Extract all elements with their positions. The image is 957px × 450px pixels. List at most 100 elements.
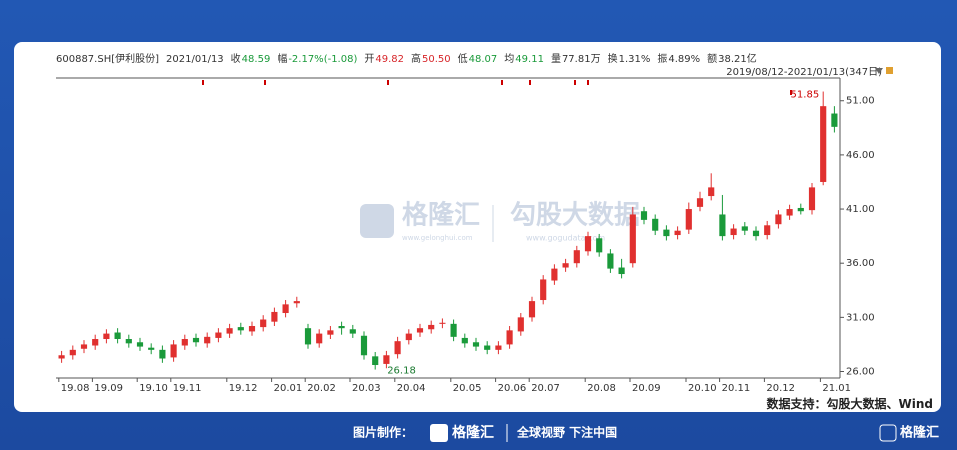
candle-body xyxy=(304,328,312,345)
candle-body xyxy=(797,207,804,212)
header-value: 48.07 xyxy=(468,54,498,65)
candle-body xyxy=(226,328,233,334)
x-tick-label: 20.08 xyxy=(587,383,616,394)
candle-body xyxy=(808,187,816,211)
candle-body xyxy=(338,326,345,329)
candle-body xyxy=(629,214,636,264)
slogan: 全球视野 下注中国 xyxy=(516,425,617,440)
x-tick-label: 20.07 xyxy=(531,383,560,394)
candle-body xyxy=(360,335,368,356)
candle-body xyxy=(663,229,670,237)
x-tick-label: 20.12 xyxy=(766,383,795,394)
low-label: 26.18 xyxy=(387,366,416,377)
candle-body xyxy=(125,339,132,344)
x-tick-label: 19.09 xyxy=(94,383,123,394)
x-tick-label: 19.08 xyxy=(61,383,90,394)
header-label: 2021/01/13 xyxy=(166,54,224,65)
candle-body xyxy=(316,333,323,344)
candle-body xyxy=(461,337,468,344)
candle-body xyxy=(405,333,412,341)
candle-body xyxy=(775,214,782,225)
range-label: 2019/08/12-2021/01/13(347日) xyxy=(726,67,882,78)
candle-body xyxy=(528,301,536,318)
candle-body xyxy=(170,344,177,358)
footer-bar: 图片制作： 格隆汇 全球视野 下注中国 格隆汇 xyxy=(353,424,939,442)
candle-body xyxy=(596,238,603,253)
y-tick-label: 46.00 xyxy=(846,150,875,161)
candle-body xyxy=(685,209,692,230)
candle-body xyxy=(394,341,401,355)
candle-body xyxy=(372,356,379,366)
wm-data-url: www.gogudata.com xyxy=(526,234,605,243)
header-value: 1.31% xyxy=(618,54,651,65)
y-tick-label: 31.00 xyxy=(846,312,875,323)
header-label: 量 xyxy=(550,54,561,65)
header-label: 低 xyxy=(457,54,468,65)
candle-body xyxy=(136,342,144,347)
footer-brand: 格隆汇 xyxy=(452,424,494,441)
y-tick-label: 41.00 xyxy=(846,204,875,215)
header-label: 收 xyxy=(230,54,241,65)
header-label: 600887.SH[伊利股份] xyxy=(56,54,160,65)
header-label: 均 xyxy=(504,54,515,65)
x-tick-label: 20.02 xyxy=(307,383,336,394)
candle-body xyxy=(260,319,267,328)
candle-body xyxy=(562,263,569,268)
candle-body xyxy=(248,326,256,332)
wm-brand-url: www.gelonghui.com xyxy=(402,234,473,242)
candle-body xyxy=(551,268,558,281)
candle-body xyxy=(237,327,244,331)
candle-body xyxy=(92,339,99,346)
candle-body xyxy=(719,214,726,237)
x-tick-label: 21.01 xyxy=(822,383,851,394)
panel xyxy=(14,42,941,412)
header-value: 77.81万 xyxy=(561,54,601,65)
candle-body xyxy=(652,218,659,231)
candle-body xyxy=(640,211,648,220)
header-label: 开 xyxy=(364,54,375,65)
y-tick-label: 26.00 xyxy=(846,367,875,378)
candle-body xyxy=(80,344,88,349)
candle-body xyxy=(327,330,334,335)
candle-body xyxy=(730,228,737,236)
candle-body xyxy=(820,106,827,182)
candle-body xyxy=(114,332,121,340)
x-tick-label: 20.11 xyxy=(722,383,751,394)
candle-body xyxy=(192,337,200,343)
footer-logo xyxy=(430,424,448,442)
x-tick-label: 19.12 xyxy=(229,383,258,394)
candle-body xyxy=(204,336,211,344)
made-by: 图片制作： xyxy=(353,425,413,440)
candle-body xyxy=(439,322,446,324)
candle-body xyxy=(428,324,435,330)
candle-body xyxy=(58,355,65,359)
candle-body xyxy=(584,236,592,252)
candle-body xyxy=(103,333,110,340)
candle-body xyxy=(416,328,424,333)
candle-body xyxy=(271,311,278,322)
candle-body xyxy=(741,226,748,231)
candle-body xyxy=(696,198,704,207)
x-tick-label: 20.05 xyxy=(453,383,482,394)
candle-body xyxy=(215,332,222,338)
header-value: 48.59 xyxy=(241,54,271,65)
y-tick-label: 51.00 xyxy=(846,96,875,107)
lock-icon[interactable] xyxy=(886,67,893,74)
candle-body xyxy=(349,329,356,334)
candle-body xyxy=(472,342,480,347)
candle-body xyxy=(786,209,793,216)
candle-body xyxy=(293,301,300,304)
candle-body xyxy=(69,349,76,356)
header-value: 4.89% xyxy=(668,54,701,65)
candle-body xyxy=(831,113,838,127)
wm-data-brand: 勾股大数据 xyxy=(510,201,640,231)
candle-body xyxy=(282,304,289,314)
header-label: 高 xyxy=(411,54,422,65)
dropdown-icon[interactable] xyxy=(875,68,883,74)
x-tick-label: 19.11 xyxy=(173,383,202,394)
candle-body xyxy=(573,250,580,264)
wm-brand: 格隆汇 xyxy=(402,200,480,231)
event-flags xyxy=(202,80,792,95)
candle-body xyxy=(181,339,188,346)
header-value: 49.82 xyxy=(375,54,405,65)
